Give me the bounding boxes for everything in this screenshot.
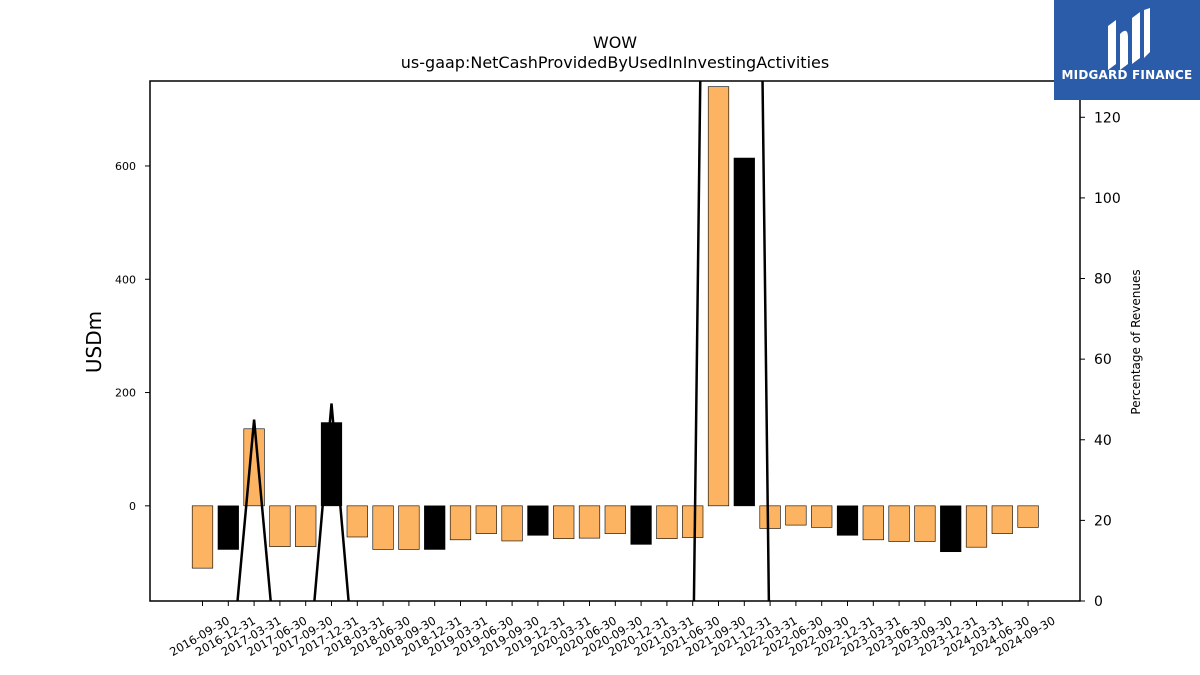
bar — [604, 505, 626, 534]
bar — [888, 505, 910, 542]
y-tick-label: 400 — [115, 273, 136, 286]
bar — [501, 505, 523, 542]
bar — [295, 505, 317, 547]
y-tick-label: 200 — [115, 387, 136, 400]
bar — [449, 505, 472, 541]
bar — [707, 86, 730, 507]
bar — [656, 505, 678, 539]
bar — [940, 505, 962, 553]
chart-title: WOW — [593, 33, 637, 52]
y2-tick-label: 20 — [1094, 513, 1112, 529]
bar — [475, 505, 497, 534]
y2-tick-label: 0 — [1094, 594, 1103, 610]
midgard-logo-icon — [1108, 8, 1150, 70]
y-axis-label: USDm — [82, 311, 106, 373]
bar — [191, 505, 214, 569]
bar — [733, 157, 755, 507]
bar — [630, 505, 652, 545]
y-tick-label: 0 — [129, 500, 136, 513]
bar — [991, 505, 1013, 534]
bar — [965, 505, 988, 548]
bar — [836, 505, 859, 536]
plot-area — [191, 81, 1039, 601]
bar — [682, 505, 704, 538]
bar — [217, 505, 239, 550]
bar — [424, 505, 446, 550]
bar — [785, 505, 807, 526]
bar — [759, 505, 781, 529]
bar — [527, 505, 549, 536]
bar — [553, 505, 575, 539]
y-tick-label: 600 — [115, 160, 136, 173]
y2-tick-label: 40 — [1094, 433, 1112, 449]
y2-axis-label: Percentage of Revenues — [1129, 269, 1143, 414]
percentage-line — [236, 81, 771, 601]
y2-tick-label: 60 — [1094, 352, 1112, 368]
bar — [578, 505, 601, 539]
bar — [346, 505, 368, 538]
logo-text: MIDGARD FINANCE — [1061, 68, 1193, 82]
bar — [372, 505, 394, 550]
chart-subtitle: us-gaap:NetCashProvidedByUsedInInvesting… — [401, 53, 829, 72]
bar — [862, 505, 884, 541]
bar — [398, 505, 420, 550]
bar — [811, 505, 833, 528]
y2-tick-label: 100 — [1094, 191, 1121, 207]
bar — [1017, 505, 1039, 528]
y2-tick-label: 120 — [1094, 110, 1121, 126]
brand-logo: MIDGARD FINANCE — [1054, 0, 1200, 100]
bar — [269, 505, 291, 547]
bar — [914, 505, 936, 542]
bar — [320, 422, 343, 507]
y2-tick-label: 80 — [1094, 272, 1112, 288]
